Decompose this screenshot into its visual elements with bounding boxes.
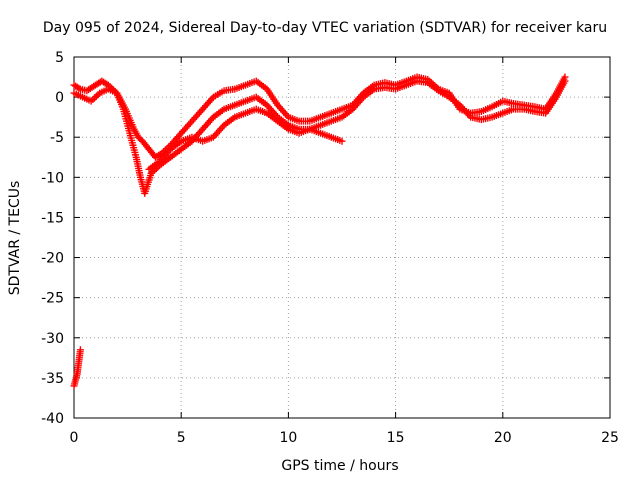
x-tick-label: 25	[601, 430, 619, 446]
gridlines	[74, 57, 610, 418]
x-tick-label: 10	[279, 430, 297, 446]
y-axis-label: SDTVAR / TECUs	[7, 181, 23, 296]
data-point	[561, 77, 569, 85]
data-points	[70, 73, 569, 390]
x-tick-label: 20	[494, 430, 512, 446]
x-tick-label: 0	[70, 430, 79, 446]
y-tick-label: -10	[41, 170, 64, 186]
y-tick-label: 0	[55, 90, 64, 106]
data-point	[76, 346, 84, 354]
series-track-d	[70, 346, 84, 390]
y-tick-label: -20	[41, 251, 64, 267]
y-tick-label: -5	[50, 130, 64, 146]
x-tick-label: 15	[387, 430, 405, 446]
series-track-c	[145, 105, 346, 173]
y-tick-label: -40	[41, 411, 64, 427]
data-point	[338, 137, 346, 145]
y-tick-label: -35	[41, 371, 64, 387]
y-tick-label: -30	[41, 331, 64, 347]
data-point	[75, 84, 83, 92]
axis-ticks: 0 5 10 15 20 25 5 0 -5 -10 -15 -20 -25 -30 -35 -40	[41, 50, 619, 446]
series-track-b	[70, 77, 569, 197]
x-axis-label: GPS time / hours	[281, 458, 398, 474]
y-tick-label: -15	[41, 210, 64, 226]
x-tick-label: 5	[177, 430, 186, 446]
plot-frame	[73, 56, 611, 419]
chart-title: Day 095 of 2024, Sidereal Day-to-day VTE…	[43, 20, 607, 36]
y-tick-label: -25	[41, 291, 64, 307]
y-tick-label: 5	[55, 50, 64, 66]
